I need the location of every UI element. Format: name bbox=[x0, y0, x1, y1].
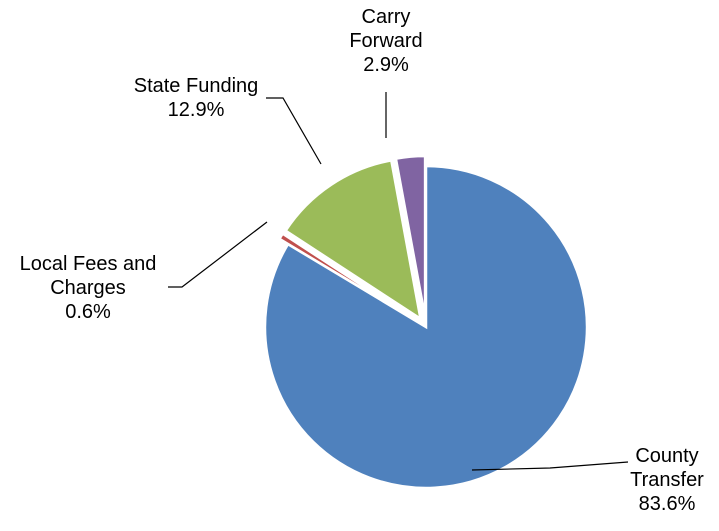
leader-line-state-funding bbox=[266, 97, 322, 165]
slice-label-line: Charges bbox=[50, 277, 126, 299]
pie-slice-state-funding bbox=[283, 158, 423, 322]
leader-lines bbox=[168, 92, 629, 471]
data-label-county-transfer: County Transfer 83.6% bbox=[630, 445, 704, 515]
slice-label-line: Carry bbox=[362, 6, 411, 28]
slice-labels: County Transfer 83.6% Local Fees and Charges… bbox=[20, 6, 705, 515]
pie-slices bbox=[263, 154, 589, 490]
slice-label-line: State Funding bbox=[134, 75, 259, 97]
slice-label-line: Transfer bbox=[630, 469, 704, 491]
data-label-state-funding: State Funding 12.9% bbox=[134, 75, 259, 121]
leader-line-county-transfer bbox=[471, 461, 629, 471]
slice-percent: 2.9% bbox=[363, 54, 409, 76]
slice-percent: 0.6% bbox=[65, 301, 111, 323]
leader-line-local-fees-and-charges bbox=[168, 221, 268, 288]
pie-slice-county-transfer bbox=[263, 164, 589, 490]
data-label-carry-forward: Carry Forward 2.9% bbox=[349, 6, 422, 76]
pie-slice-carry-forward bbox=[394, 154, 427, 318]
slice-percent: 83.6% bbox=[639, 493, 696, 515]
data-label-local-fees-and-charges: Local Fees and Charges 0.6% bbox=[20, 253, 157, 323]
slice-label-line: County bbox=[635, 445, 698, 467]
slice-label-line: Local Fees and bbox=[20, 253, 157, 275]
slice-percent: 12.9% bbox=[168, 99, 225, 121]
pie-slice-local-fees-and-charges bbox=[277, 231, 419, 323]
slice-label-line: Forward bbox=[349, 30, 422, 52]
